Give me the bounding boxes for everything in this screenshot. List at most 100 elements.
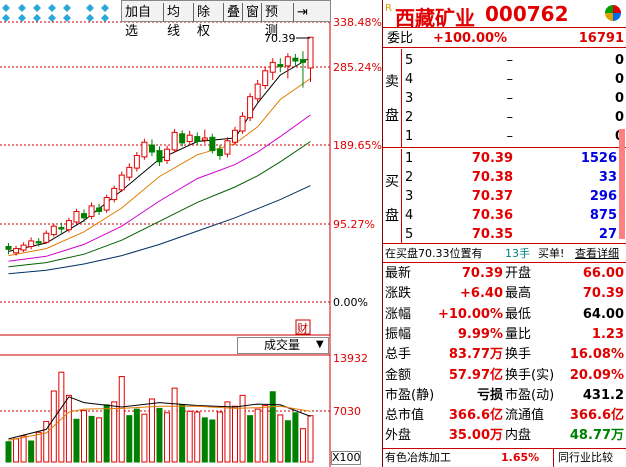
overlay-button[interactable]: 叠 <box>224 3 243 22</box>
buy-book: 买 盘 1 70.39 1526 2 70.38 33 3 70.37 296 … <box>383 129 626 244</box>
sell-label-2: 盘 <box>385 108 399 124</box>
buy-row[interactable]: 3 70.37 296 <box>383 187 626 206</box>
candle-body <box>141 141 148 158</box>
last-arrow-icon[interactable]: ⇥ <box>297 5 308 20</box>
detail-link[interactable]: 查看详细 <box>575 247 619 260</box>
candle-body <box>269 61 276 73</box>
stat-value: 35.00万 <box>448 428 503 444</box>
candle-body <box>65 220 72 231</box>
sell-level: 4 <box>405 72 414 87</box>
stat-value: 366.6亿 <box>569 408 624 424</box>
sell-row[interactable]: 1 – 0 <box>383 127 626 146</box>
candle-body <box>81 213 87 219</box>
sell-row[interactable]: 2 – 0 <box>383 108 626 127</box>
stat-row: 涨幅 +10.00% 最低 64.00 <box>383 305 626 324</box>
buy-row[interactable]: 5 70.35 27 <box>383 225 626 244</box>
add-favorite-button[interactable]: 加自选 <box>122 3 164 39</box>
candle-body <box>247 96 254 119</box>
industry-name[interactable]: 有色冶炼加工 <box>385 451 451 464</box>
buy-volume: 1526 <box>580 151 617 166</box>
stat-label: 流通值 <box>505 408 545 424</box>
candle-body <box>35 241 42 244</box>
candle-body <box>164 148 171 161</box>
divider <box>401 49 402 148</box>
buy-price: 70.39 <box>471 151 513 166</box>
buy-row[interactable]: 1 70.39 1526 <box>383 149 626 168</box>
candle-body <box>292 57 299 62</box>
sell-price: – <box>506 129 514 144</box>
volume-bar <box>133 408 140 463</box>
volume-moving-averages <box>8 396 311 441</box>
buy-row[interactable]: 2 70.38 33 <box>383 168 626 187</box>
stat-label: 内盘 <box>505 428 532 444</box>
ex-rights-button[interactable]: 除权 <box>194 3 224 39</box>
candle-body <box>73 211 80 223</box>
max-price-label: 70.39 <box>264 32 296 45</box>
ma-button[interactable]: 均线 <box>164 3 194 39</box>
queue-hands: 13手 <box>505 247 530 260</box>
chart-toolbar: 加自选 均线 除权 叠 窗 预测 ⇥ <box>121 0 331 39</box>
y-tick-label: 95.27% <box>333 218 375 231</box>
sell-level: 3 <box>405 91 414 106</box>
stat-value: 9.99% <box>457 326 503 342</box>
volume-bar <box>96 417 103 463</box>
industry-compare-button[interactable]: 同行业比较 <box>553 449 625 467</box>
finance-marker[interactable] <box>295 319 311 335</box>
sell-row[interactable]: 5 – 0 <box>383 51 626 70</box>
sell-row[interactable]: 3 – 0 <box>383 89 626 108</box>
y-tick-label: 285.24% <box>333 61 382 74</box>
candle-body <box>209 136 216 152</box>
stat-value: 431.2 <box>582 387 624 403</box>
stat-label: 开盘 <box>505 266 532 281</box>
stat-value: 57.97亿 <box>448 367 503 383</box>
event-diamond-icon <box>33 4 41 12</box>
chevron-down-icon: ▼ <box>316 339 324 350</box>
stat-label: 最低 <box>505 306 532 322</box>
ma20-line <box>8 114 311 262</box>
sell-book: 卖 盘 5 – 0 4 – 0 3 – 0 2 – 0 1 – <box>383 49 626 148</box>
stat-row: 涨跌 +6.40 最高 70.39 <box>383 284 626 303</box>
stat-value: 亏损 <box>476 387 503 403</box>
candle-body <box>50 225 57 236</box>
stat-label: 市盈(静) <box>385 387 435 403</box>
volume-bar <box>284 420 291 463</box>
candle-body <box>58 227 65 230</box>
volume-indicator-select[interactable]: 成交量 ▼ <box>237 337 329 354</box>
stat-label: 总手 <box>385 347 412 363</box>
sell-row[interactable]: 4 – 0 <box>383 70 626 89</box>
candlesticks <box>5 36 314 256</box>
ma10-line <box>8 78 311 257</box>
volume-bar <box>224 401 231 463</box>
stat-value: 1.23 <box>591 326 624 342</box>
event-diamond-icon <box>101 4 109 12</box>
stat-value: 70.39 <box>582 286 624 302</box>
volume-bar <box>88 415 95 463</box>
volume-bar <box>292 412 299 463</box>
candle-body <box>126 166 133 178</box>
sell-volume: 0 <box>614 91 624 106</box>
moving-average-lines <box>8 57 311 275</box>
volume-bar <box>65 394 72 463</box>
stat-value: 16.08% <box>569 347 624 363</box>
forecast-button[interactable]: 预测 <box>262 3 294 39</box>
ma30-line <box>8 141 311 268</box>
stat-label: 涨幅 <box>385 306 412 322</box>
candle-body <box>156 150 163 163</box>
app-logo-icon[interactable] <box>605 5 621 21</box>
stat-value: +10.00% <box>437 306 503 322</box>
weibi-row: 委比 +100.00% 16791 <box>383 29 626 48</box>
weibi-pct: +100.00% <box>433 31 508 46</box>
volume-bar <box>171 387 178 463</box>
buy-volume: 875 <box>589 208 617 223</box>
event-diamond-icon <box>2 14 10 22</box>
buy-label-1: 买 <box>385 174 399 190</box>
volume-bar <box>239 394 246 463</box>
candle-body <box>201 137 208 141</box>
buy-row[interactable]: 4 70.36 875 <box>383 206 626 225</box>
vol10-line <box>8 405 311 441</box>
stat-row: 总市值 366.6亿 流通值 366.6亿 <box>383 406 626 425</box>
window-button[interactable]: 窗 <box>243 3 262 22</box>
kline-chart[interactable]: 338.48% 285.24% 189.65% 95.27% 0.00% 139… <box>0 0 382 467</box>
volume-bar <box>216 411 223 463</box>
candle-body <box>179 133 186 144</box>
